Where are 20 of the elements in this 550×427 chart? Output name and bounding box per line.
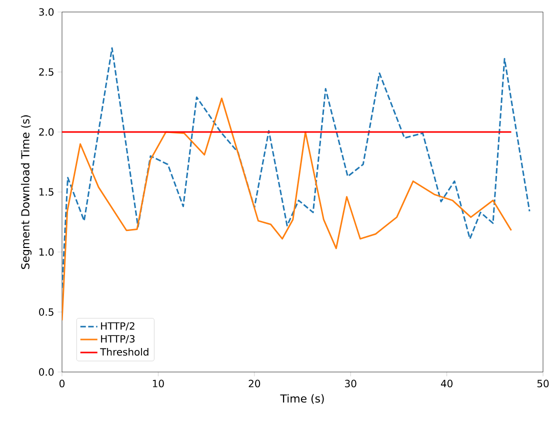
line-series <box>62 98 512 322</box>
x-tick-label: 30 <box>345 380 356 388</box>
y-tick-label: 0.0 <box>39 368 54 376</box>
y-axis-title: Segment Download Time (s) <box>20 115 32 269</box>
legend-label: HTTP/2 <box>101 322 134 331</box>
x-tick-label: 50 <box>537 380 549 388</box>
y-tick-label: 2.5 <box>39 68 54 76</box>
x-tick-label: 40 <box>440 380 452 388</box>
x-tick-label: 10 <box>152 380 164 388</box>
y-tick-label: 1.5 <box>39 188 54 196</box>
y-tick-label: 2.0 <box>39 128 54 136</box>
legend-label: HTTP/3 <box>101 335 135 344</box>
x-axis-title: Time (s) <box>280 394 324 404</box>
x-tick-label: 0 <box>59 380 65 388</box>
y-tick-label: 0.5 <box>39 308 54 316</box>
line-series <box>62 47 530 289</box>
y-tick-label: 1.0 <box>39 248 54 256</box>
legend-label: Threshold <box>100 348 148 356</box>
x-tick-label: 20 <box>248 380 260 388</box>
y-tick-label: 3.0 <box>39 8 54 16</box>
